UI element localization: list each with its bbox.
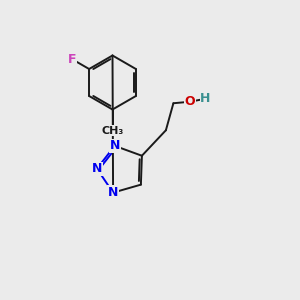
Text: H: H [200,92,211,105]
Text: CH₃: CH₃ [101,125,124,136]
Text: N: N [92,162,102,175]
Text: N: N [108,186,118,199]
Text: N: N [110,140,120,152]
Text: O: O [184,95,195,108]
Text: F: F [68,53,76,66]
